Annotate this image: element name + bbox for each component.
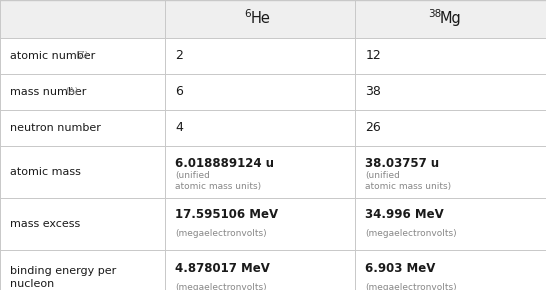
Text: mass excess: mass excess [10,219,80,229]
Text: 34.996 MeV: 34.996 MeV [365,209,444,221]
Text: 6: 6 [244,9,251,19]
Text: binding energy per
nucleon: binding energy per nucleon [10,266,116,289]
Text: (A): (A) [66,87,79,97]
Text: (megaelectronvolts): (megaelectronvolts) [175,283,266,290]
Text: mass number: mass number [10,87,86,97]
Text: (megaelectronvolts): (megaelectronvolts) [365,229,457,238]
Text: (Z): (Z) [75,51,88,61]
Text: 26: 26 [365,122,381,134]
Text: 4: 4 [175,122,183,134]
Text: (unified
atomic mass units): (unified atomic mass units) [175,171,261,191]
Text: (unified
atomic mass units): (unified atomic mass units) [365,171,452,191]
Text: 6.018889124 u: 6.018889124 u [175,157,274,169]
Text: 2: 2 [175,50,183,62]
Text: 38.03757 u: 38.03757 u [365,157,440,169]
Text: (megaelectronvolts): (megaelectronvolts) [175,229,266,238]
Bar [0,0,546,38]
Text: (megaelectronvolts): (megaelectronvolts) [365,283,457,290]
Text: neutron number: neutron number [10,123,101,133]
Text: Mg: Mg [440,12,461,26]
Text: 6: 6 [175,86,183,98]
Text: 12: 12 [365,50,381,62]
Text: 17.595106 MeV: 17.595106 MeV [175,209,278,221]
Text: 38: 38 [365,86,381,98]
Text: 38: 38 [428,9,441,19]
Text: He: He [250,12,270,26]
Text: atomic mass: atomic mass [10,167,81,177]
Text: 6.903 MeV: 6.903 MeV [365,262,436,275]
Text: 4.878017 MeV: 4.878017 MeV [175,262,270,275]
Text: atomic number: atomic number [10,51,95,61]
